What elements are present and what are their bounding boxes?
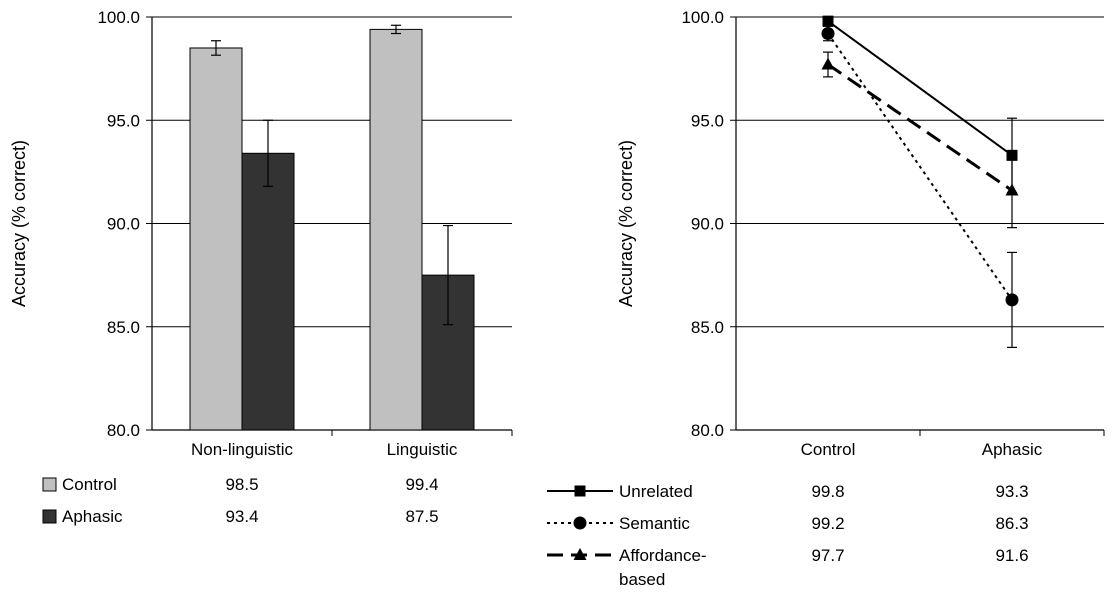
data-point [1006, 149, 1018, 161]
y-tick-label: 90.0 [107, 215, 140, 234]
series-line [827, 63, 1013, 192]
table-cell: 91.6 [995, 546, 1028, 565]
table-cell: 87.5 [405, 507, 438, 526]
data-point [822, 15, 834, 27]
legend-label-line: Unrelated [619, 482, 693, 501]
data-point [821, 27, 835, 41]
table-cell: 98.5 [225, 475, 258, 494]
legend-label-line: Semantic [619, 514, 690, 533]
y-axis-label: Accuracy (% correct) [9, 140, 29, 307]
legend-marker-key [574, 485, 586, 497]
series-line [827, 20, 1013, 157]
table-cell: 99.2 [811, 514, 844, 533]
legend-label: Semantic [619, 514, 690, 533]
legend-label: Control [62, 475, 117, 494]
series-line [827, 32, 1013, 301]
table-cell: 93.3 [995, 482, 1028, 501]
data-point [1005, 293, 1019, 307]
data-point [821, 57, 835, 70]
legend-swatch [42, 509, 57, 524]
table-cell: 97.7 [811, 546, 844, 565]
legend-label-line: Affordance- [619, 546, 707, 565]
legend-label: Unrelated [619, 482, 693, 501]
y-tick-label: 95.0 [691, 111, 724, 130]
x-tick-label: Control [801, 440, 856, 459]
y-tick-label: 80.0 [691, 421, 724, 440]
bar [241, 152, 295, 431]
bar-chart-accuracy-by-condition: 80.0 85.0 90.0 95.0 100.0 Non-linguistic Lingu… [9, 8, 513, 526]
y-axis-label: Accuracy (% correct) [616, 140, 636, 307]
legend-label: Aphasic [62, 507, 123, 526]
legend-label: Affordance-based [619, 546, 707, 589]
x-tick-label: Linguistic [387, 440, 458, 459]
table-cell: 99.4 [405, 475, 438, 494]
line-chart-accuracy-by-group: 80.0 85.0 90.0 95.0 100.0 Control Aphasic Accur… [547, 8, 1105, 589]
y-tick-label: 90.0 [691, 215, 724, 234]
y-tick-label: 95.0 [107, 111, 140, 130]
y-tick-label: 100.0 [681, 8, 724, 27]
data-point [1005, 183, 1019, 196]
y-tick-label: 80.0 [107, 421, 140, 440]
bar [369, 28, 423, 431]
y-tick-label: 100.0 [97, 8, 140, 27]
legend-swatch [42, 477, 57, 492]
legend-marker-key [573, 516, 587, 530]
table-cell: 86.3 [995, 514, 1028, 533]
y-tick-label: 85.0 [107, 318, 140, 337]
x-tick-label: Aphasic [982, 440, 1043, 459]
table-cell: 99.8 [811, 482, 844, 501]
y-tick-label: 85.0 [691, 318, 724, 337]
legend-label-line: based [619, 570, 665, 589]
x-tick-label: Non-linguistic [191, 440, 294, 459]
legend-marker-key [573, 548, 587, 560]
table-cell: 93.4 [225, 507, 258, 526]
bar [189, 47, 243, 431]
